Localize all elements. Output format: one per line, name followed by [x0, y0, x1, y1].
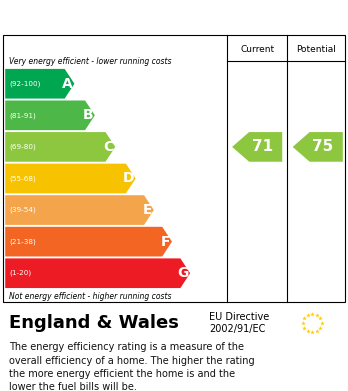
Polygon shape: [5, 227, 172, 256]
Text: England & Wales: England & Wales: [9, 314, 179, 332]
Polygon shape: [5, 164, 136, 193]
Text: 75: 75: [312, 140, 333, 154]
Text: A: A: [62, 77, 73, 91]
Polygon shape: [232, 132, 282, 162]
Polygon shape: [5, 195, 154, 225]
Text: Very energy efficient - lower running costs: Very energy efficient - lower running co…: [9, 57, 171, 66]
Polygon shape: [5, 100, 95, 130]
Text: C: C: [103, 140, 113, 154]
Text: G: G: [177, 266, 188, 280]
Text: (39-54): (39-54): [9, 207, 36, 213]
Text: B: B: [82, 108, 93, 122]
Text: (81-91): (81-91): [9, 112, 36, 118]
Text: EU Directive
2002/91/EC: EU Directive 2002/91/EC: [209, 312, 269, 334]
Polygon shape: [293, 132, 343, 162]
Text: The energy efficiency rating is a measure of the
overall efficiency of a home. T: The energy efficiency rating is a measur…: [9, 343, 254, 391]
Polygon shape: [5, 69, 74, 99]
Text: (69-80): (69-80): [9, 143, 36, 150]
Text: (92-100): (92-100): [9, 81, 41, 87]
Text: D: D: [122, 172, 134, 185]
Text: (55-68): (55-68): [9, 175, 36, 182]
Text: E: E: [143, 203, 152, 217]
Polygon shape: [5, 132, 115, 162]
Text: Current: Current: [240, 45, 274, 54]
Text: F: F: [161, 235, 170, 249]
Text: 71: 71: [252, 140, 273, 154]
Text: (21-38): (21-38): [9, 239, 36, 245]
Polygon shape: [5, 258, 190, 288]
Text: Potential: Potential: [296, 45, 336, 54]
Text: (1-20): (1-20): [9, 270, 32, 276]
Text: Energy Efficiency Rating: Energy Efficiency Rating: [9, 9, 219, 23]
Text: Not energy efficient - higher running costs: Not energy efficient - higher running co…: [9, 292, 171, 301]
